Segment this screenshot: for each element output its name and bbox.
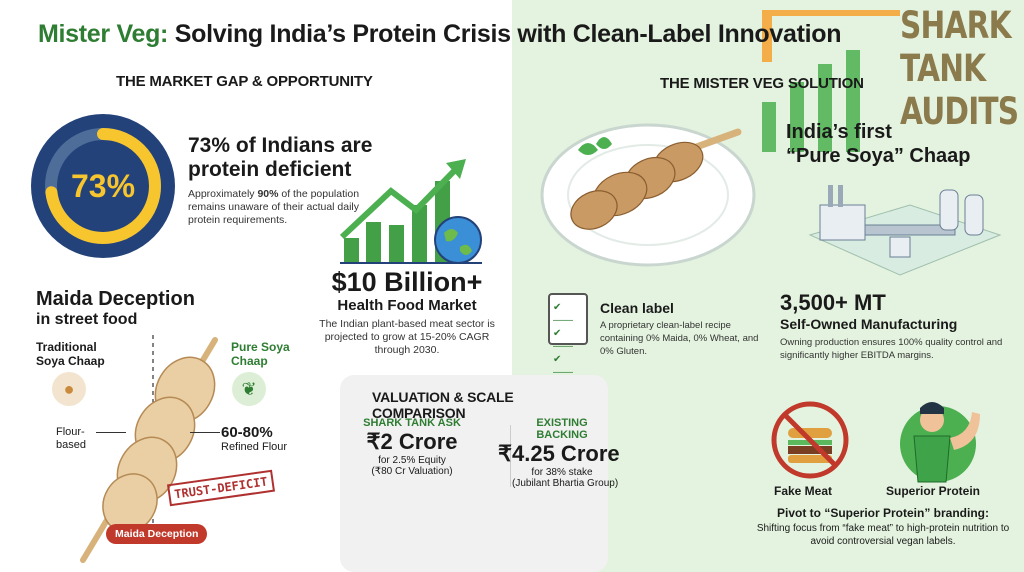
muscle-man-icon bbox=[900, 402, 980, 483]
deficiency-headline: 73% of Indians are bbox=[188, 134, 373, 157]
fake-meat-label: Fake Meat bbox=[774, 484, 833, 498]
shark-tank-audits-logo: SHARK TANK AUDITS bbox=[760, 2, 1024, 152]
logo-bars-icon bbox=[762, 10, 900, 152]
traditional-label: Traditional Soya Chaap bbox=[36, 340, 105, 368]
pure-soya-label: Pure Soya Chaap bbox=[231, 340, 290, 368]
soybean-icon: ● bbox=[52, 372, 86, 406]
clipboard-checklist-icon: ✔ —— ✔ —— ✔ —— bbox=[548, 293, 588, 378]
first-line: “Pure Soya” Chaap bbox=[786, 145, 971, 167]
solution-heading: THE MISTER VEG SOLUTION bbox=[660, 75, 864, 92]
donut-progress-arc bbox=[45, 128, 161, 244]
title-text: Solving India’s Protein Crisis with Clea… bbox=[168, 20, 842, 48]
capacity-desc: Owning production ensures 100% quality c… bbox=[780, 337, 1003, 361]
leaf-icon: ❦ bbox=[232, 372, 266, 406]
valuation-card: VALUATION & SCALE COMPARISON SHARK TANK … bbox=[340, 375, 620, 572]
globe-icon bbox=[434, 216, 482, 264]
market-gap-heading: THE MARKET GAP & OPPORTUNITY bbox=[116, 73, 373, 90]
refined-flour-label: Refined Flour bbox=[221, 441, 288, 453]
herb-leaf-icon bbox=[578, 137, 612, 155]
logo-line: TANK bbox=[900, 47, 986, 90]
capacity-value: 3,500+ MT bbox=[780, 290, 886, 315]
deficiency-block: 73% of Indians are protein deficient App… bbox=[188, 134, 372, 227]
first-line: India’s first bbox=[786, 121, 892, 143]
backing-group: (Jubilant Bhartia Group) bbox=[512, 478, 619, 489]
divider bbox=[510, 425, 511, 487]
first-pure-soya: India’s first “Pure Soya” Chaap bbox=[786, 120, 971, 168]
maida-heading: Maida Deception in street food bbox=[36, 288, 195, 329]
market-value: $10 Billion+ bbox=[331, 267, 483, 297]
flour-based-label: Flour-based bbox=[56, 426, 86, 451]
shark-tank-ask-amount: ₹2 Crore bbox=[366, 429, 458, 454]
market-block: $10 Billion+ Health Food Market The Indi… bbox=[312, 267, 502, 357]
market-label: Health Food Market bbox=[337, 297, 477, 314]
deficiency-headline: protein deficient bbox=[188, 158, 352, 181]
existing-backing-label: EXISTING BACKING bbox=[536, 417, 588, 441]
deficiency-desc: Approximately 90% of the population rema… bbox=[188, 188, 360, 226]
backing-stake: for 38% stake bbox=[531, 467, 593, 478]
maida-title: Maida Deception bbox=[36, 288, 195, 310]
logo-line: AUDITS bbox=[900, 90, 1019, 133]
protein-deficiency-donut: 73% bbox=[31, 114, 175, 258]
arrow-right-icon bbox=[190, 432, 220, 433]
clean-label-desc: A proprietary clean-label recipe contain… bbox=[600, 320, 759, 357]
valuation-heading: VALUATION & SCALE COMPARISON bbox=[372, 389, 514, 421]
brand-name: Mister Veg: bbox=[38, 20, 169, 48]
pivot-title: Pivot to “Superior Protein” branding: bbox=[776, 506, 989, 520]
plate-chaap-illustration bbox=[540, 123, 756, 267]
ask-equity: for 2.5% Equity bbox=[378, 455, 446, 466]
factory-illustration bbox=[808, 185, 1002, 276]
ask-valuation: (₹80 Cr Valuation) bbox=[371, 466, 453, 477]
clean-label-title: Clean label bbox=[600, 300, 674, 316]
no-fake-meat-icon bbox=[771, 401, 849, 479]
arrow-left-icon bbox=[96, 432, 126, 433]
existing-backing-amount: ₹4.25 Crore bbox=[498, 441, 620, 466]
capacity-label: Self-Owned Manufacturing bbox=[780, 316, 958, 332]
logo-line: SHARK bbox=[900, 4, 1012, 47]
soya-chaap-skewer-illustration bbox=[80, 335, 218, 563]
pivot-desc: Shifting focus from “fake meat” to high-… bbox=[756, 523, 1010, 547]
donut-label: 73% bbox=[71, 168, 135, 204]
superior-protein-label: Superior Protein bbox=[886, 484, 981, 498]
market-desc: The Indian plant-based meat sector is pr… bbox=[319, 318, 495, 356]
page-title: Mister Veg: Solving India’s Protein Cris… bbox=[38, 20, 842, 49]
growth-chart-icon bbox=[339, 159, 482, 264]
maida-subtitle: in street food bbox=[36, 311, 138, 328]
maida-deception-badge: Maida Deception bbox=[106, 524, 208, 544]
shark-tank-ask-label: SHARK TANK ASK bbox=[363, 417, 461, 429]
refined-flour-pct: 60-80% bbox=[221, 424, 273, 441]
